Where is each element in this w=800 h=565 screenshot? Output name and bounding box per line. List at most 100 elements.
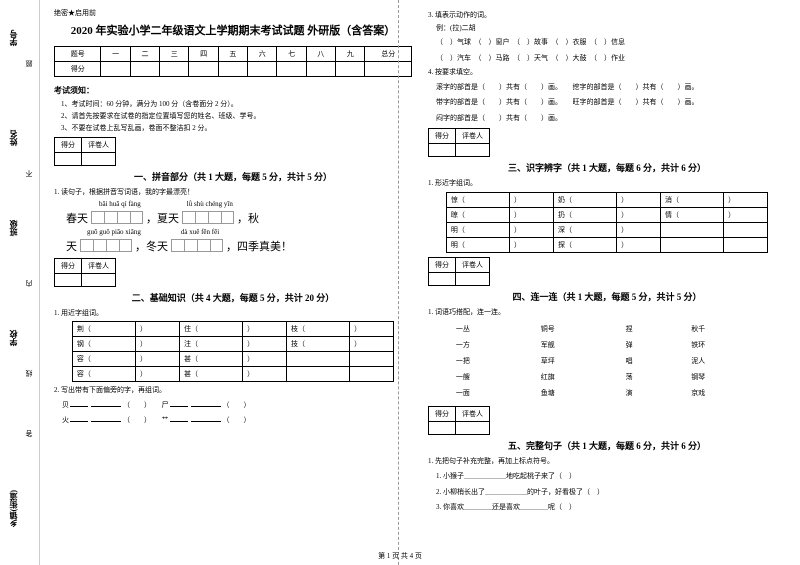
q3-example: 例：(拉)二胡 (428, 23, 786, 34)
sec4-q1: 1. 词语巧搭配，连一连。 (428, 307, 786, 318)
cell[interactable]: 鱼塘 (533, 386, 616, 400)
cell[interactable]: 一方 (448, 338, 531, 352)
item[interactable]: （ ）马路 (478, 54, 510, 62)
cell[interactable]: 一丛 (448, 322, 531, 336)
cell[interactable]: ） (243, 337, 287, 352)
cell: 评卷人 (456, 129, 490, 144)
pinyin-text: guō guǒ piāo xiāng (87, 228, 141, 236)
score-header-row: 题号 一 二 三 四 五 六 七 八 九 总分 (55, 47, 412, 62)
cell[interactable]: ） (136, 352, 180, 367)
item[interactable]: （ ）窗户 (478, 38, 510, 46)
cell: 钢（ (72, 337, 135, 352)
item[interactable]: （ ）作业 (594, 54, 626, 62)
cell[interactable]: 演 (618, 386, 682, 400)
cell[interactable]: 铁环 (683, 338, 766, 352)
blank[interactable] (191, 414, 221, 422)
cell[interactable]: ） (136, 337, 180, 352)
cell[interactable]: ） (136, 322, 180, 337)
sec5-line-1[interactable]: 1. 小猴子＿＿＿＿＿＿地吃起桃子来了（ ） (428, 470, 786, 483)
cell[interactable]: ） (510, 237, 554, 252)
item[interactable]: （ ）天气 (517, 54, 549, 62)
cell[interactable]: ） (724, 207, 768, 222)
cell[interactable]: ） (724, 192, 768, 207)
margin-note-ti: 题 (24, 60, 34, 67)
cell[interactable]: ） (617, 192, 661, 207)
cell[interactable]: ） (350, 337, 394, 352)
cell: 得分 (429, 257, 456, 272)
cell[interactable]: ） (510, 207, 554, 222)
sec5-line-2[interactable]: 2. 小柳梢长出了＿＿＿＿＿＿的叶子，好看极了（ ） (428, 486, 786, 499)
radical: 艹 (162, 416, 169, 424)
item[interactable]: （ ）故事 (517, 38, 549, 46)
blank[interactable] (91, 414, 121, 422)
cell[interactable]: 唱 (618, 354, 682, 368)
exam-title: 2020 年实验小学二年级语文上学期期末考试试题 外研版（含答案） (54, 22, 412, 38)
q3-row-2: （ ）汽车 （ ）马路 （ ）天气 （ ）大鼓 （ ）作业 (428, 52, 786, 65)
cell[interactable]: 一艘 (448, 370, 531, 384)
blank[interactable] (70, 399, 88, 407)
pinyin-text: lǜ shù chéng yīn (187, 200, 233, 208)
item[interactable]: （ ）汽车 (436, 54, 471, 62)
score-value-row: 得分 (55, 62, 412, 77)
q4-line-2[interactable]: 带字的部首是（ ）共有（ ）画。 旺字的部首是（ ）共有（ ）画。 (428, 96, 786, 109)
item[interactable]: （ ）衣服 (555, 38, 587, 46)
cell[interactable]: 草坪 (533, 354, 616, 368)
left-column: 绝密★启用前 2020 年实验小学二年级语文上学期期末考试试题 外研版（含答案）… (46, 8, 420, 557)
margin-label-name: 姓名 (8, 130, 19, 146)
cell: 容（ (72, 367, 135, 382)
margin-note-da: 答 (24, 430, 34, 437)
grader-table-3: 得分评卷人 (428, 128, 490, 157)
q2-line-2: 火（ ） 艹（ ） (54, 414, 412, 427)
right-column: 3. 填表示动作的词。 例：(拉)二胡 （ ）气球 （ ）窗户 （ ）故事 （ … (420, 8, 794, 557)
cell[interactable]: 弹 (618, 338, 682, 352)
cell[interactable]: ） (510, 192, 554, 207)
cell[interactable]: 荡 (618, 370, 682, 384)
blank[interactable] (91, 399, 121, 407)
cell: 容（ (72, 352, 135, 367)
section-4-title: 四、连一连（共 1 大题，每题 5 分，共计 5 分） (428, 290, 786, 303)
radical: 尸 (162, 401, 169, 409)
margin-note-bu: 不 (24, 170, 34, 177)
item[interactable]: （ ）大鼓 (555, 54, 587, 62)
cell[interactable]: ） (136, 367, 180, 382)
cell: 六 (248, 47, 277, 62)
cell[interactable]: ） (243, 352, 287, 367)
cell[interactable]: ） (617, 207, 661, 222)
cell[interactable]: ） (617, 222, 661, 237)
blank[interactable] (170, 414, 188, 422)
answer-boxes[interactable] (80, 239, 132, 252)
blank[interactable] (170, 399, 188, 407)
cell[interactable]: 一面 (448, 386, 531, 400)
cell[interactable]: 钢琴 (683, 370, 766, 384)
cell[interactable]: ） (617, 237, 661, 252)
sec5-line-3[interactable]: 3. 你喜欢＿＿＿＿还是喜欢＿＿＿＿呢（ ） (428, 501, 786, 514)
char-line-1: 春天 ，夏天 ，秋 (54, 210, 412, 226)
cell[interactable]: 红旗 (533, 370, 616, 384)
cell: 明（ (446, 222, 509, 237)
blank[interactable] (191, 399, 221, 407)
cell[interactable]: ） (243, 322, 287, 337)
answer-boxes[interactable] (171, 239, 223, 252)
cell[interactable]: ） (510, 222, 554, 237)
item[interactable]: （ ）信息 (594, 38, 626, 46)
cell[interactable]: 捏 (618, 322, 682, 336)
q4-line-1[interactable]: 滚字的部首是（ ）共有（ ）画。 挖字的部首是（ ）共有（ ）画。 (428, 81, 786, 94)
cell: 扔（ (553, 207, 616, 222)
answer-boxes[interactable] (91, 211, 143, 224)
cell[interactable]: ） (243, 367, 287, 382)
answer-boxes[interactable] (182, 211, 234, 224)
cell[interactable]: 泥人 (683, 354, 766, 368)
cell[interactable]: ） (350, 322, 394, 337)
cell[interactable]: 铜号 (533, 322, 616, 336)
cell[interactable]: 军舰 (533, 338, 616, 352)
word-table-2: 惊（）奶（）消（） 晾（）扔（）情（） 明（）深（） 明（）探（） (446, 192, 768, 253)
cell[interactable]: 京戏 (683, 386, 766, 400)
cell[interactable]: 一把 (448, 354, 531, 368)
item[interactable]: （ ）气球 (436, 38, 471, 46)
cell[interactable]: 秋千 (683, 322, 766, 336)
cell: 深（ (553, 222, 616, 237)
grader-table-1: 得分评卷人 (54, 137, 116, 166)
pinyin-text: bǎi huā qí fàng (99, 200, 141, 208)
blank[interactable] (70, 414, 88, 422)
q4-line-3[interactable]: 闷字的部首是（ ）共有（ ）画。 (428, 112, 786, 125)
